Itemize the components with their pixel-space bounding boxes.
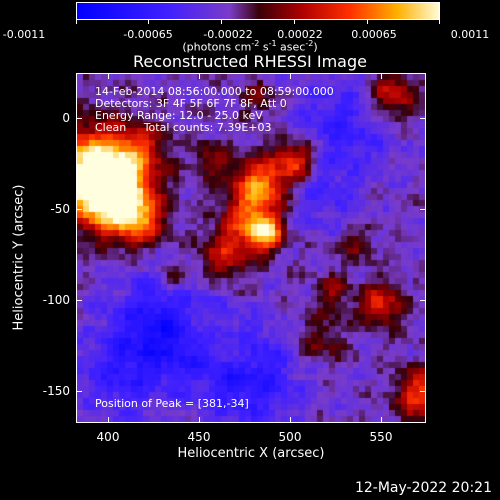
y-axis-label: Heliocentric Y (arcsec)	[11, 184, 27, 331]
x-tick-label: 550	[369, 430, 393, 444]
image-plot[interactable]: 14-Feb-2014 08:56:00.000 to 08:59:00.000…	[76, 73, 426, 423]
info-time-range: 14-Feb-2014 08:56:00.000 to 08:59:00.000	[95, 85, 334, 98]
x-axis-label: Heliocentric X (arcsec)	[177, 446, 325, 461]
rhessi-image-map	[77, 74, 425, 422]
colorbar-tick-label: 0.00022	[277, 28, 323, 41]
info-peak-position: Position of Peak = [381,-34]	[95, 397, 249, 410]
colorbar	[76, 2, 440, 20]
info-clean-counts: Clean Total counts: 7.39E+03	[95, 121, 272, 134]
colorbar-tick-label: 0.0011	[450, 28, 490, 41]
colorbar-tick-label: -0.00022	[203, 28, 253, 41]
y-tick-label: 0	[62, 111, 70, 125]
y-tick-label: -100	[42, 293, 70, 307]
colorbar-tick-label: -0.00065	[123, 28, 173, 41]
colorbar-units: (photons cm-2 s-1 asec-2)	[182, 39, 318, 54]
x-tick-label: 500	[278, 430, 302, 444]
colorbar-tick-label: -0.0011	[2, 28, 46, 41]
colorbar-tick-label: 0.00065	[351, 28, 397, 41]
plot-title: Reconstructed RHESSI Image	[133, 52, 367, 71]
info-energy-range: Energy Range: 12.0 - 25.0 keV	[95, 109, 263, 122]
y-tick-label: -50	[50, 202, 70, 216]
info-detectors: Detectors: 3F 4F 5F 6F 7F 8F, Att 0	[95, 97, 287, 110]
x-tick-label: 400	[96, 430, 120, 444]
x-tick-label: 450	[187, 430, 211, 444]
date-stamp: 12-May-2022 20:21	[354, 480, 492, 496]
y-tick-label: -150	[42, 384, 70, 398]
